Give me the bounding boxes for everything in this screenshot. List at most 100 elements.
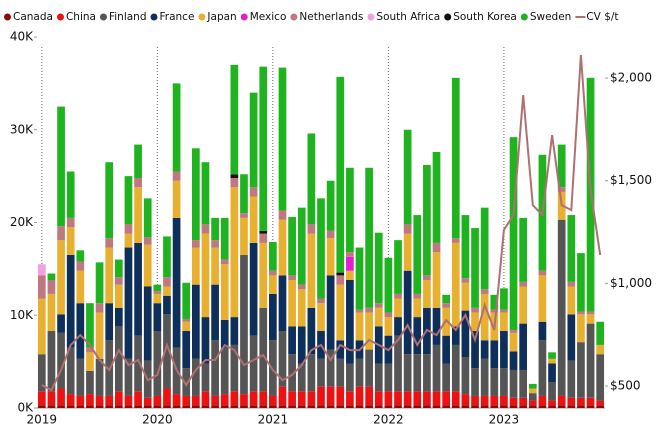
bar-segment	[307, 224, 316, 234]
bar-segment	[153, 293, 162, 304]
bar-segment	[134, 242, 142, 336]
bar-segment	[37, 298, 46, 355]
bar-segment	[95, 395, 104, 406]
x-tick-label: 2020	[142, 413, 173, 424]
bar-segment	[143, 237, 152, 245]
bar-segment	[220, 394, 229, 406]
bar-segment	[336, 386, 345, 406]
bar-segment	[124, 247, 133, 359]
bar-segment	[355, 358, 364, 387]
bar-segment	[249, 92, 258, 188]
bar-segment	[201, 233, 210, 318]
bar-segment	[586, 405, 595, 408]
bar-segment	[596, 321, 605, 345]
bar-segment	[567, 215, 576, 282]
bar-segment	[442, 294, 451, 304]
bar-segment	[451, 238, 460, 243]
bar-segment	[269, 270, 277, 276]
bar-segment	[278, 210, 287, 220]
bar-segment	[47, 293, 56, 332]
bar-segment	[500, 309, 508, 313]
bar-segment	[403, 405, 412, 408]
bar-segment	[528, 388, 537, 394]
bar-segment	[480, 340, 489, 359]
bar-segment	[384, 405, 393, 408]
bar-segment	[124, 224, 133, 234]
bar-segment	[47, 331, 56, 392]
bar-segment	[548, 400, 556, 406]
bar-segment	[240, 174, 248, 214]
bar-segment	[172, 394, 181, 406]
bar-segment	[259, 307, 268, 392]
bar-segment	[211, 240, 219, 248]
bar-segment	[480, 293, 489, 341]
bar-segment	[432, 344, 441, 392]
bar-segment	[240, 254, 248, 395]
bar-segment	[500, 288, 508, 310]
bar-segment	[394, 405, 402, 408]
bar-segment	[519, 405, 528, 408]
bar-segment	[307, 354, 316, 392]
legend-swatch	[367, 13, 375, 21]
bar-segment	[57, 405, 65, 408]
bar-segment	[163, 286, 171, 296]
bar-segment	[413, 215, 422, 294]
bar-segment	[76, 250, 85, 262]
legend-label: Canada	[13, 11, 53, 23]
bar-segment	[471, 331, 479, 369]
bar-segment	[336, 340, 345, 359]
bar-segment	[191, 395, 200, 406]
bar-segment	[230, 344, 239, 392]
bar-segment	[586, 314, 595, 324]
bar-segment	[278, 405, 287, 408]
bar-segment	[114, 405, 123, 408]
bar-segment	[490, 368, 499, 396]
bar-segment	[538, 340, 547, 396]
bar-segment	[317, 386, 325, 406]
bar-segment	[211, 395, 219, 406]
bar-segment	[548, 382, 556, 401]
bar-segment	[567, 286, 576, 315]
bar-segment	[278, 275, 287, 332]
bar-segment	[105, 303, 114, 341]
bar-segment	[288, 405, 296, 408]
y-tick-label: 40K	[10, 30, 34, 44]
bar-segment	[336, 76, 345, 273]
bar-segment	[37, 354, 46, 392]
bar-segment	[143, 244, 152, 287]
bar-segment	[374, 307, 383, 327]
bar-segment	[480, 207, 489, 290]
bar-segment	[394, 298, 402, 318]
bar-segment	[336, 275, 345, 285]
bar-segment	[384, 363, 393, 392]
legend-label: Finland	[109, 11, 147, 23]
bar-segment	[86, 405, 94, 408]
bar-segment	[249, 335, 258, 392]
bar-segment	[269, 405, 277, 408]
bar-segment	[394, 293, 402, 299]
bar-segment	[403, 233, 412, 271]
bar-segment	[76, 261, 85, 271]
bar-segment	[220, 347, 229, 395]
bar-segment	[586, 397, 595, 406]
bar-segment	[297, 405, 306, 408]
bar-segment	[57, 226, 65, 241]
bar-segment	[220, 264, 229, 320]
legend-swatch	[99, 13, 107, 21]
bar-segment	[471, 368, 479, 396]
bar-segment	[269, 395, 277, 406]
bar-segment	[471, 405, 479, 408]
y-tick-label: 0K	[17, 401, 34, 415]
bar-segment	[326, 405, 335, 408]
bar-segment	[134, 391, 142, 406]
bar-segment	[480, 358, 489, 396]
bar-segment	[548, 363, 556, 383]
bar-segment	[519, 281, 528, 287]
bar-segment	[355, 247, 364, 310]
bar-segment	[307, 307, 316, 355]
bar-segment	[480, 289, 489, 294]
line	[41, 55, 602, 392]
bar-segment	[211, 217, 219, 241]
bar-segment	[172, 217, 181, 348]
x-tick-label: 2022	[373, 413, 404, 424]
